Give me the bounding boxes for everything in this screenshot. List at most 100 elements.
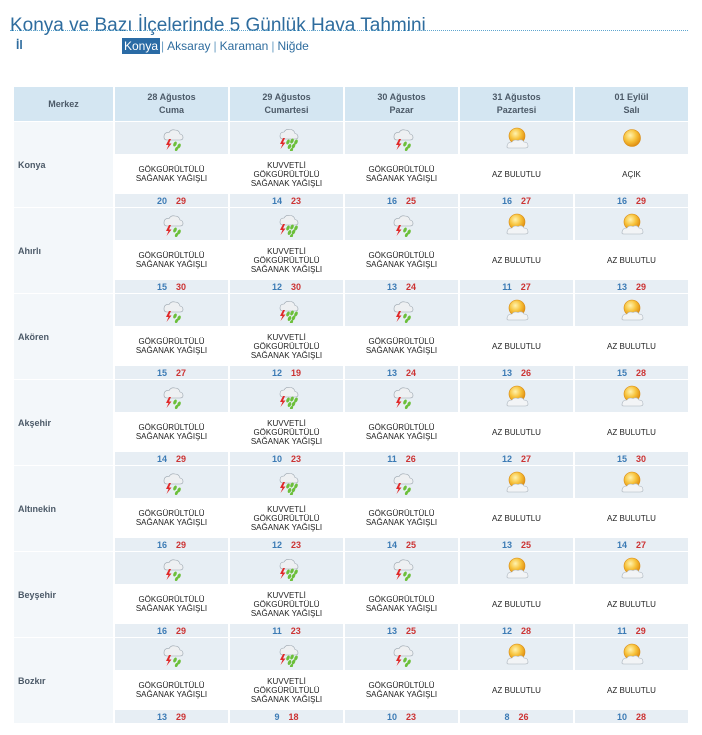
max-temperature: 30 (291, 281, 302, 292)
icon-row: Akşehir (14, 380, 688, 465)
thunder-rain-icon (389, 129, 415, 151)
condition-line: GÖKGÜRÜLTÜLÜ (253, 255, 320, 265)
condition-cell: GÖKGÜRÜLTÜLÜ SAĞANAK YAĞIŞLI (345, 585, 458, 623)
thunder-rain-icon (389, 645, 415, 667)
location-name: Ahırlı (14, 208, 113, 293)
condition-line: SAĞANAK YAĞIŞLI (365, 174, 438, 183)
condition-line: AZ BULUTLU (492, 341, 541, 351)
min-temperature: 15 (616, 453, 627, 464)
city-tab-aksaray[interactable]: Aksaray (167, 39, 211, 53)
city-tab-karaman[interactable]: Karaman (219, 39, 269, 53)
city-tab-konya[interactable]: Konya (122, 38, 161, 54)
min-temperature: 12 (271, 367, 282, 378)
min-temperature: 13 (386, 625, 397, 636)
min-temperature: 16 (386, 195, 397, 206)
thunder-rain-icon (389, 301, 415, 323)
condition-line: SAĞANAK YAĞIŞLI (365, 690, 438, 699)
condition-line: SAĞANAK YAĞIŞLI (250, 436, 323, 446)
max-temperature: 25 (406, 195, 417, 206)
min-temperature: 13 (501, 367, 512, 378)
temperature-row: 16 29 12 23 14 25 13 25 14 27 (14, 538, 688, 551)
weather-icon-cell (115, 294, 228, 326)
condition-cell: AZ BULUTLU (460, 241, 573, 279)
condition-line: SAĞANAK YAĞIŞLI (250, 264, 323, 274)
temperature-cell: 14 29 (115, 452, 228, 465)
condition-cell: GÖKGÜRÜLTÜLÜ SAĞANAK YAĞIŞLI (115, 413, 228, 451)
weather-icon-cell (575, 122, 688, 154)
temperature-cell: 10 23 (230, 452, 343, 465)
temperature-cell: 15 28 (575, 366, 688, 379)
condition-line: GÖKGÜRÜLTÜLÜ (253, 513, 320, 523)
thunder-rain-icon (389, 387, 415, 409)
min-temperature: 15 (156, 367, 167, 378)
thunder-rain-icon (389, 215, 415, 237)
min-temperature: 16 (501, 195, 512, 206)
partly-cloudy-icon (619, 643, 645, 665)
max-temperature: 23 (406, 711, 417, 722)
max-temperature: 26 (405, 453, 416, 464)
condition-cell: GÖKGÜRÜLTÜLÜ SAĞANAK YAĞIŞLI (345, 155, 458, 193)
condition-cell: AZ BULUTLU (575, 499, 688, 537)
temperature-cell: 13 24 (345, 366, 458, 379)
partly-cloudy-icon (619, 557, 645, 579)
temperature-cell: 16 29 (115, 624, 228, 637)
max-temperature: 27 (176, 367, 187, 378)
temperature-cell: 12 30 (230, 280, 343, 293)
condition-line: SAĞANAK YAĞIŞLI (365, 604, 438, 613)
max-temperature: 29 (635, 625, 646, 636)
icon-row: Akören (14, 294, 688, 379)
min-temperature: 16 (156, 625, 167, 636)
temperature-cell: 13 24 (345, 280, 458, 293)
condition-line: SAĞANAK YAĞIŞLI (135, 174, 208, 183)
condition-line: GÖKGÜRÜLTÜLÜ (138, 251, 205, 260)
header-day: 30 Ağustos Pazar (345, 87, 458, 121)
tab-separator: | (213, 39, 217, 53)
condition-cell: GÖKGÜRÜLTÜLÜ SAĞANAK YAĞIŞLI (115, 241, 228, 279)
thunder-rain-icon (389, 473, 415, 495)
temperature-cell: 11 29 (575, 624, 688, 637)
partly-cloudy-icon (504, 127, 530, 149)
location-name: Beyşehir (14, 552, 113, 637)
condition-line: GÖKGÜRÜLTÜLÜ (368, 509, 435, 518)
condition-cell: GÖKGÜRÜLTÜLÜ SAĞANAK YAĞIŞLI (345, 499, 458, 537)
partly-cloudy-icon (504, 471, 530, 493)
condition-cell: GÖKGÜRÜLTÜLÜ SAĞANAK YAĞIŞLI (115, 671, 228, 709)
condition-line: GÖKGÜRÜLTÜLÜ (138, 423, 205, 432)
temperature-cell: 10 28 (575, 710, 688, 723)
partly-cloudy-icon (504, 213, 530, 235)
condition-line: KUVVETLİ (267, 160, 306, 170)
condition-line: AZ BULUTLU (492, 685, 541, 695)
weather-icon-cell (230, 294, 343, 326)
max-temperature: 29 (636, 195, 647, 206)
min-temperature: 11 (617, 625, 627, 636)
temperature-cell: 13 29 (115, 710, 228, 723)
min-temperature: 15 (616, 367, 627, 378)
thunder-rain-icon (159, 387, 185, 409)
condition-row: GÖKGÜRÜLTÜLÜ SAĞANAK YAĞIŞLI KUVVETLİ GÖKGÜ… (14, 155, 688, 193)
thunder-rain-icon (159, 215, 185, 237)
day-weekday: Salı (623, 105, 640, 115)
condition-cell: AZ BULUTLU (460, 671, 573, 709)
temperature-cell: 13 25 (460, 538, 573, 551)
condition-line: GÖKGÜRÜLTÜLÜ (138, 165, 205, 174)
city-tabs: Konya | Aksaray | Karaman | Niğde (122, 38, 311, 54)
temperature-cell: 11 26 (345, 452, 458, 465)
heavy-thunder-rain-icon (274, 472, 300, 495)
condition-line: AZ BULUTLU (607, 341, 656, 351)
heavy-thunder-rain-icon (274, 128, 300, 151)
city-tab-nigde[interactable]: Niğde (277, 39, 309, 53)
temperature-cell: 14 23 (230, 194, 343, 207)
max-temperature: 27 (520, 281, 531, 292)
temperature-cell: 16 29 (115, 538, 228, 551)
day-date: 31 Ağustos (492, 92, 541, 102)
condition-line: AZ BULUTLU (607, 685, 656, 695)
condition-line: AZ BULUTLU (607, 513, 656, 523)
heavy-thunder-rain-icon (274, 300, 300, 323)
weather-icon-cell (345, 552, 458, 584)
condition-row: GÖKGÜRÜLTÜLÜ SAĞANAK YAĞIŞLI KUVVETLİ GÖKGÜ… (14, 671, 688, 709)
condition-cell: AÇIK (575, 155, 688, 193)
temperature-cell: 11 27 (460, 280, 573, 293)
temperature-cell: 16 29 (575, 194, 688, 207)
temperature-cell: 20 29 (115, 194, 228, 207)
weather-icon-cell (460, 638, 573, 670)
